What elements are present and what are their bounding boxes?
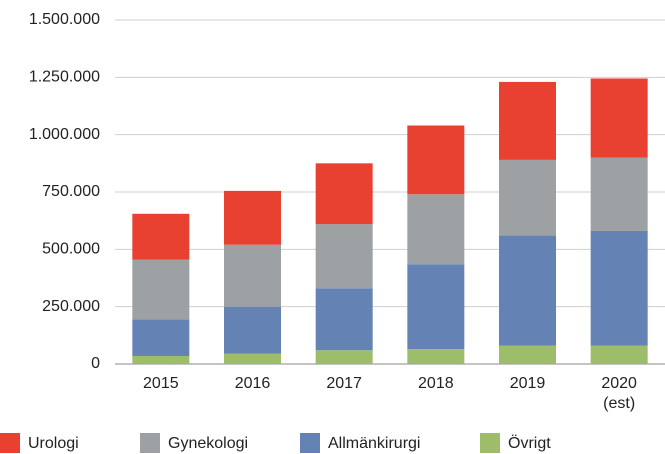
legend-label: Urologi [28,435,79,452]
legend-label: Gynekologi [168,435,248,452]
bar-segment [499,159,556,236]
y-tick-label: 0 [91,355,100,372]
x-tick-label: 2017 [326,375,362,392]
bar-segment [224,244,281,307]
legend-label: Övrigt [508,434,551,452]
bar-segment [499,235,556,346]
y-tick-label: 500.000 [42,241,100,258]
legend-swatch [480,433,500,453]
bar-segment [499,345,556,364]
legend-label: Allmänkirurgi [328,435,420,452]
x-tick-label: 2016 [235,375,271,392]
x-tick-label: 2019 [510,375,546,392]
bar-segment [315,163,373,225]
y-tick-label: 250.000 [42,298,100,315]
bar-segment [315,350,373,364]
y-tick-label: 750.000 [42,183,100,200]
bar-segment [499,81,556,160]
bar-segment [407,194,465,265]
x-tick-label: 2015 [143,375,179,392]
bar-segment [407,264,465,350]
legend-swatch [140,433,160,453]
bar-segment [590,78,648,158]
bar-segment [407,349,465,364]
bar-segment [407,125,465,195]
x-tick-line: 2020 [601,375,637,392]
x-tick-label: 2018 [418,375,454,392]
y-tick-label: 1.000.000 [29,126,100,143]
y-tick-label: 1.250.000 [29,69,100,86]
bar-segment [224,353,281,364]
bar-segment [590,157,648,231]
bar-segment [224,190,281,245]
x-tick-label: 2020 (est) [601,375,637,412]
y-tick-label: 1.500.000 [29,11,100,28]
bar-segment [132,213,190,260]
bar-segment [224,306,281,354]
bar-segment [315,288,373,351]
bar-segment [315,224,373,289]
bar-segment [590,230,648,346]
bar-segment [132,259,190,320]
x-tick-line: (est) [603,395,635,412]
bar-segment [590,345,648,364]
legend-swatch [0,433,20,453]
legend-swatch [300,433,320,453]
bar-segment [132,355,190,364]
bar-segment [132,319,190,356]
